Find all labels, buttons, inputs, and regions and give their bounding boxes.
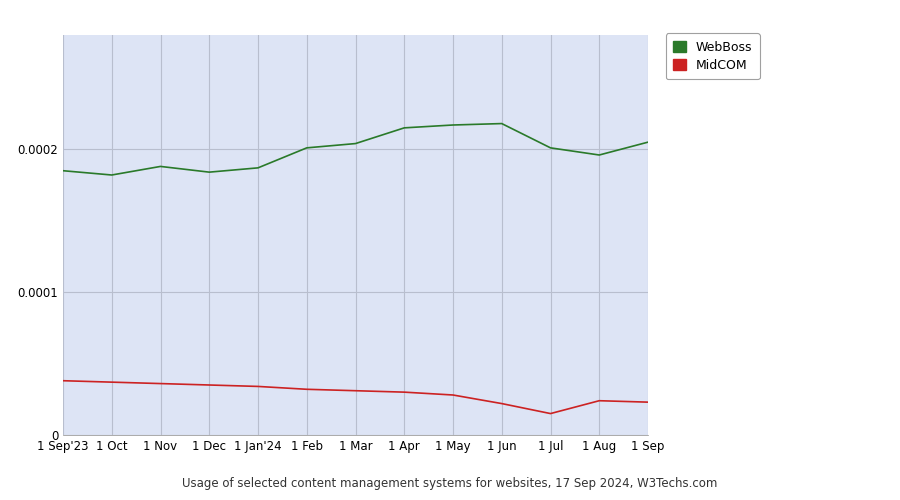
MidCOM xyxy=(253,384,264,390)
MidCOM xyxy=(447,392,458,398)
WebBoss xyxy=(399,125,410,131)
Text: Usage of selected content management systems for websites, 17 Sep 2024, W3Techs.: Usage of selected content management sys… xyxy=(183,477,717,490)
MidCOM xyxy=(302,386,312,392)
MidCOM xyxy=(106,379,117,385)
MidCOM xyxy=(203,382,215,388)
WebBoss xyxy=(58,168,68,173)
MidCOM xyxy=(58,378,68,384)
MidCOM xyxy=(497,400,508,406)
WebBoss xyxy=(691,158,702,164)
MidCOM xyxy=(691,400,702,406)
MidCOM xyxy=(594,398,605,404)
MidCOM xyxy=(350,388,361,394)
WebBoss xyxy=(594,152,605,158)
WebBoss xyxy=(497,120,508,126)
WebBoss xyxy=(203,169,215,175)
WebBoss xyxy=(155,164,166,170)
WebBoss xyxy=(350,140,361,146)
MidCOM xyxy=(155,380,166,386)
WebBoss xyxy=(447,122,458,128)
MidCOM xyxy=(545,410,556,416)
Legend: WebBoss, MidCOM: WebBoss, MidCOM xyxy=(666,33,760,79)
WebBoss xyxy=(106,172,117,178)
Line: MidCOM: MidCOM xyxy=(63,380,697,414)
WebBoss xyxy=(643,139,653,145)
WebBoss xyxy=(253,165,264,171)
WebBoss xyxy=(545,145,556,151)
WebBoss xyxy=(302,145,312,151)
Line: WebBoss: WebBoss xyxy=(63,124,697,175)
MidCOM xyxy=(399,389,410,395)
MidCOM xyxy=(643,399,653,405)
